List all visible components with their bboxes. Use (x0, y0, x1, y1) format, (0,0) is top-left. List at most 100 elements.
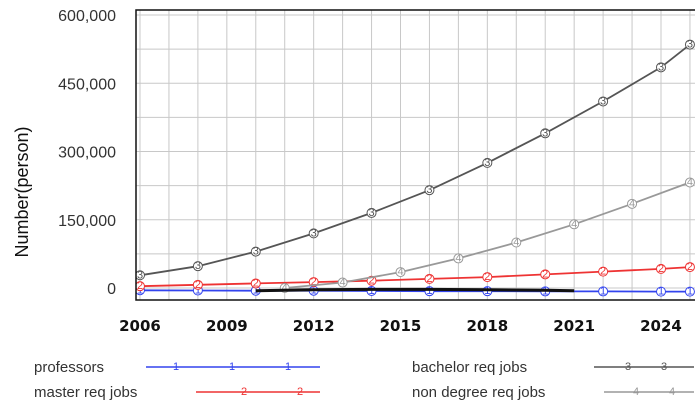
svg-text:4: 4 (629, 198, 635, 210)
svg-text:4: 4 (455, 252, 461, 264)
data-point: 2 (250, 277, 261, 289)
svg-text:4: 4 (669, 386, 675, 398)
data-point: 3 (656, 61, 666, 73)
svg-text:2: 2 (195, 279, 201, 291)
svg-text:3: 3 (542, 127, 548, 139)
svg-text:2: 2 (687, 261, 693, 273)
data-point: 2 (482, 271, 493, 283)
svg-text:2: 2 (484, 271, 490, 283)
y-tick-label: 450,000 (58, 76, 116, 93)
svg-text:2: 2 (600, 266, 606, 278)
x-tick-label: 2009 (206, 317, 248, 335)
data-point: 1 (656, 286, 666, 298)
svg-text:1: 1 (658, 286, 664, 298)
series-line (255, 287, 575, 293)
series-line (284, 181, 691, 289)
data-point: 4 (684, 176, 695, 188)
data-point: 1 (424, 285, 435, 297)
data-point: 3 (684, 39, 695, 51)
svg-text:bachelor req jobs: bachelor req jobs (412, 359, 527, 376)
svg-text:2: 2 (241, 386, 247, 398)
x-tick-label: 2021 (553, 317, 595, 335)
svg-text:2: 2 (311, 276, 317, 288)
svg-text:3: 3 (484, 157, 490, 169)
data-point: 3 (598, 95, 609, 107)
x-tick-label: 2006 (119, 317, 161, 335)
series-line (139, 43, 691, 277)
svg-text:1: 1 (426, 285, 432, 297)
svg-text:2: 2 (426, 273, 432, 285)
plot-frame (135, 9, 695, 301)
svg-text:3: 3 (687, 39, 693, 51)
series-layer: 1111111111122222222222333333333334444444… (136, 39, 695, 298)
svg-text:4: 4 (633, 386, 639, 398)
data-point: 3 (424, 184, 435, 196)
y-tick-label: 0 (107, 281, 116, 298)
svg-text:1: 1 (173, 361, 179, 373)
data-point: 1 (684, 286, 695, 298)
data-point: 4 (627, 198, 638, 210)
y-axis-ticks: 600,000 450,000 300,000 150,000 0 (58, 8, 116, 298)
svg-text:3: 3 (658, 61, 664, 73)
data-point: 2 (598, 266, 609, 278)
svg-text:4: 4 (687, 176, 693, 188)
svg-text:master req jobs: master req jobs (34, 384, 137, 401)
svg-text:2: 2 (658, 263, 664, 275)
data-point: 3 (540, 127, 551, 139)
data-point: 2 (424, 273, 435, 285)
svg-text:1: 1 (687, 286, 693, 298)
svg-text:professors: professors (34, 359, 104, 376)
x-tick-label: 2024 (640, 317, 682, 335)
svg-text:4: 4 (513, 237, 519, 249)
data-point: 1 (366, 285, 377, 297)
svg-text:1: 1 (600, 285, 606, 297)
svg-text:4: 4 (340, 277, 346, 289)
data-point: 2 (684, 261, 695, 273)
svg-text:3: 3 (426, 184, 432, 196)
svg-text:3: 3 (253, 246, 259, 258)
y-axis-label: Number(person) (12, 126, 32, 257)
svg-text:3: 3 (625, 361, 631, 373)
svg-text:2: 2 (137, 280, 143, 292)
svg-text:4: 4 (397, 266, 403, 278)
data-point: 3 (482, 157, 493, 169)
svg-text:2: 2 (368, 275, 374, 287)
svg-text:1: 1 (195, 285, 201, 297)
svg-text:3: 3 (311, 227, 317, 239)
data-point: 4 (279, 282, 290, 294)
legend-item: professors 1 1 1 (34, 359, 320, 376)
svg-text:1: 1 (285, 361, 291, 373)
legend-item: non degree req jobs 4 4 (412, 384, 694, 401)
svg-text:3: 3 (195, 260, 201, 272)
svg-text:2: 2 (542, 268, 548, 280)
data-point: 2 (136, 280, 145, 292)
legend: professors 1 1 1 master req jobs 2 2 bachelor r… (34, 359, 694, 401)
data-point: 4 (569, 218, 580, 230)
x-tick-label: 2015 (380, 317, 422, 335)
data-point: 1 (598, 285, 609, 297)
svg-text:2: 2 (297, 386, 303, 398)
y-tick-label: 150,000 (58, 213, 116, 230)
data-point: 4 (511, 237, 522, 249)
data-point: 2 (656, 263, 666, 275)
data-point: 4 (337, 277, 348, 289)
y-tick-label: 300,000 (58, 145, 116, 162)
data-point: 3 (192, 260, 203, 272)
svg-text:4: 4 (571, 218, 577, 230)
svg-text:2: 2 (253, 277, 259, 289)
data-point: 4 (453, 252, 464, 264)
svg-text:3: 3 (600, 95, 606, 107)
data-point: 2 (540, 268, 551, 280)
data-point: 3 (366, 207, 377, 219)
svg-text:1: 1 (253, 285, 259, 297)
chart-grid (136, 10, 695, 300)
data-point: 3 (308, 227, 319, 239)
svg-text:3: 3 (368, 207, 374, 219)
y-tick-label: 600,000 (58, 8, 116, 25)
data-point: 4 (395, 266, 406, 278)
data-point: 3 (136, 269, 145, 281)
x-tick-label: 2018 (466, 317, 508, 335)
svg-text:3: 3 (137, 269, 143, 281)
svg-text:3: 3 (661, 361, 667, 373)
